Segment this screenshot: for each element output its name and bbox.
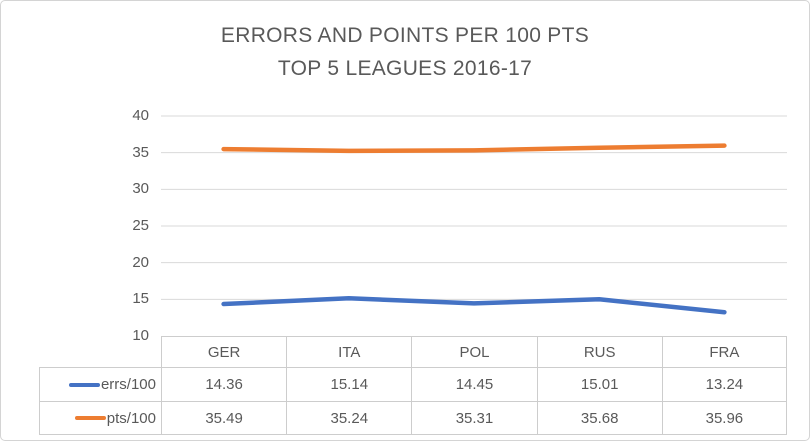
table-value-cell: 35.96 (661, 401, 787, 435)
legend-swatch-pts-100 (74, 416, 106, 420)
y-axis-tick-label: 20 (132, 253, 149, 271)
legend-swatch-errs-100 (68, 382, 100, 387)
y-axis-tick-label: 15 (132, 290, 149, 308)
plot-svg (161, 115, 787, 315)
y-axis-tick-label: 25 (132, 217, 149, 234)
legend-label: pts/100 (106, 409, 156, 427)
table-header-cell-pol: POL (411, 336, 537, 367)
table-value-cell: 15.14 (286, 367, 412, 401)
legend-cell-pts-100: pts/100 (39, 401, 161, 435)
table-value-cell: 35.24 (286, 401, 412, 435)
table-value-cell: 35.31 (411, 401, 537, 435)
legend-cell-errs-100: errs/100 (39, 367, 161, 401)
y-axis-tick-label: 30 (132, 180, 149, 198)
table-value-cell: 14.36 (161, 367, 287, 401)
table-value-cell: 35.49 (161, 401, 287, 435)
table-header-cell-fra: FRA (661, 336, 787, 367)
chart-title-line2: TOP 5 LEAGUES 2016-17 (277, 57, 533, 80)
plot-area (161, 115, 787, 336)
table-value-cell: 15.01 (536, 367, 662, 401)
y-axis-tick-label: 40 (132, 107, 149, 124)
table-header-cell-rus: RUS (536, 336, 662, 367)
table-header-cell-ita: ITA (286, 336, 412, 367)
chart-title-line1: ERRORS AND POINTS PER 100 PTS (220, 24, 590, 47)
legend-label: errs/100 (100, 376, 156, 393)
y-axis-tick-label: 10 (132, 327, 149, 344)
chart-title: ERRORS AND POINTS PER 100 PTS TOP 5 LEAG… (1, 19, 809, 85)
series-line-pts-100 (221, 143, 727, 154)
series-line-errs-100 (221, 296, 727, 315)
table-header-cell-ger: GER (161, 336, 287, 367)
table-value-cell: 35.68 (536, 401, 662, 435)
table-value-cell: 13.24 (661, 367, 787, 401)
table-value-cell: 14.45 (411, 367, 537, 401)
y-axis-tick-label: 35 (132, 143, 149, 161)
